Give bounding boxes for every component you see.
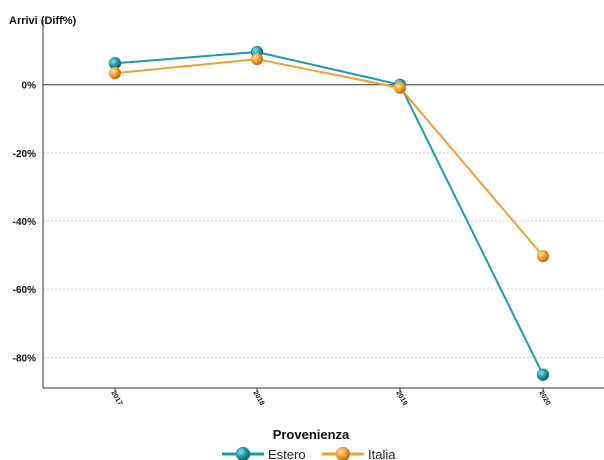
x-tick-label: 2018: [251, 390, 265, 407]
data-point[interactable]: [393, 81, 407, 95]
data-point[interactable]: [108, 66, 122, 80]
y-axis-ticks: 0% -20% -40% -60% -80%: [13, 81, 36, 365]
y-tick-label: -60%: [13, 285, 36, 296]
legend: Provenienza Estero Italia: [222, 427, 396, 460]
y-tick-label: 0%: [22, 81, 37, 92]
y-tick-label: -20%: [13, 149, 36, 160]
series-group: [108, 45, 550, 381]
legend-swatch-marker: [235, 446, 251, 460]
x-tick-label: 2020: [537, 390, 551, 407]
series-line: [114, 58, 544, 257]
data-point[interactable]: [536, 368, 550, 381]
legend-label-italia[interactable]: Italia: [368, 447, 396, 460]
data-point[interactable]: [250, 52, 264, 66]
x-tick-label: 2019: [394, 390, 408, 407]
legend-title: Provenienza: [273, 427, 350, 442]
y-tick-label: -80%: [13, 353, 36, 364]
x-tick-label: 2017: [109, 390, 123, 407]
axes: [42, 20, 604, 389]
data-point[interactable]: [536, 249, 550, 263]
y-tick-label: -40%: [13, 217, 36, 228]
gridlines: [43, 84, 604, 358]
series-italia: [108, 52, 550, 263]
legend-label-estero[interactable]: Estero: [268, 447, 306, 460]
x-axis-ticks: 2017 2018 2019 2020: [109, 388, 551, 407]
series-line: [114, 50, 544, 376]
legend-swatch-marker: [335, 446, 351, 460]
series-estero: [108, 45, 550, 381]
